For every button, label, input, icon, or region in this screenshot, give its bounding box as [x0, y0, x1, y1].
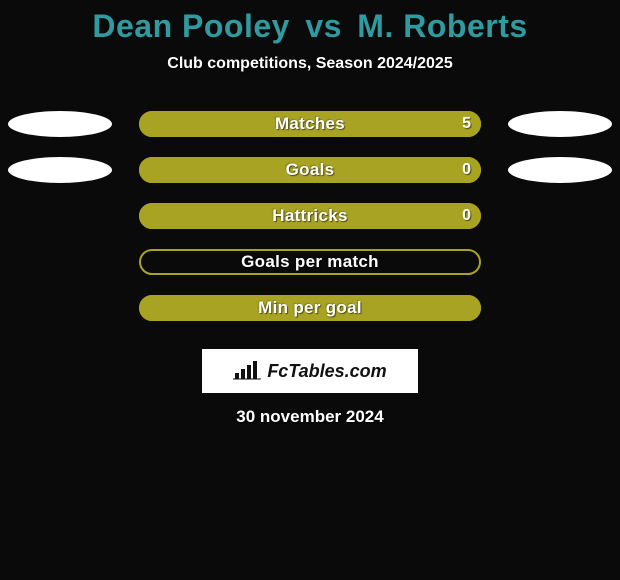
ellipse-left: [8, 111, 112, 137]
ellipse-right: [508, 111, 612, 137]
bar-wrap: Goals 0: [139, 157, 481, 183]
player2-name: M. Roberts: [357, 8, 527, 44]
bar-label: Min per goal: [139, 295, 481, 321]
bar-wrap: Min per goal: [139, 295, 481, 321]
bar-label: Goals per match: [139, 249, 481, 275]
bar-value-right: 5: [462, 111, 471, 137]
stat-row-goals: Goals 0: [0, 157, 620, 183]
page-title: Dean Pooley vs M. Roberts: [0, 8, 620, 45]
player1-name: Dean Pooley: [92, 8, 290, 44]
bar-value-right: 0: [462, 203, 471, 229]
stat-rows: Matches 5 Goals 0 Hattricks 0: [0, 111, 620, 321]
date-text: 30 november 2024: [0, 407, 620, 427]
vs-text: vs: [305, 8, 342, 44]
bar-label: Hattricks: [139, 203, 481, 229]
comparison-panel: Dean Pooley vs M. Roberts Club competiti…: [0, 0, 620, 427]
stat-row-min-per-goal: Min per goal: [0, 295, 620, 321]
bar-label: Goals: [139, 157, 481, 183]
ellipse-left: [8, 157, 112, 183]
stat-row-hattricks: Hattricks 0: [0, 203, 620, 229]
ellipse-right: [508, 157, 612, 183]
badge-text: FcTables.com: [267, 361, 386, 382]
bar-wrap: Hattricks 0: [139, 203, 481, 229]
bars-icon: [233, 361, 261, 381]
bar-wrap: Matches 5: [139, 111, 481, 137]
stat-row-matches: Matches 5: [0, 111, 620, 137]
bar-wrap: Goals per match: [139, 249, 481, 275]
bar-label: Matches: [139, 111, 481, 137]
bar-value-right: 0: [462, 157, 471, 183]
fctables-badge[interactable]: FcTables.com: [202, 349, 418, 393]
stat-row-goals-per-match: Goals per match: [0, 249, 620, 275]
subtitle: Club competitions, Season 2024/2025: [0, 55, 620, 73]
